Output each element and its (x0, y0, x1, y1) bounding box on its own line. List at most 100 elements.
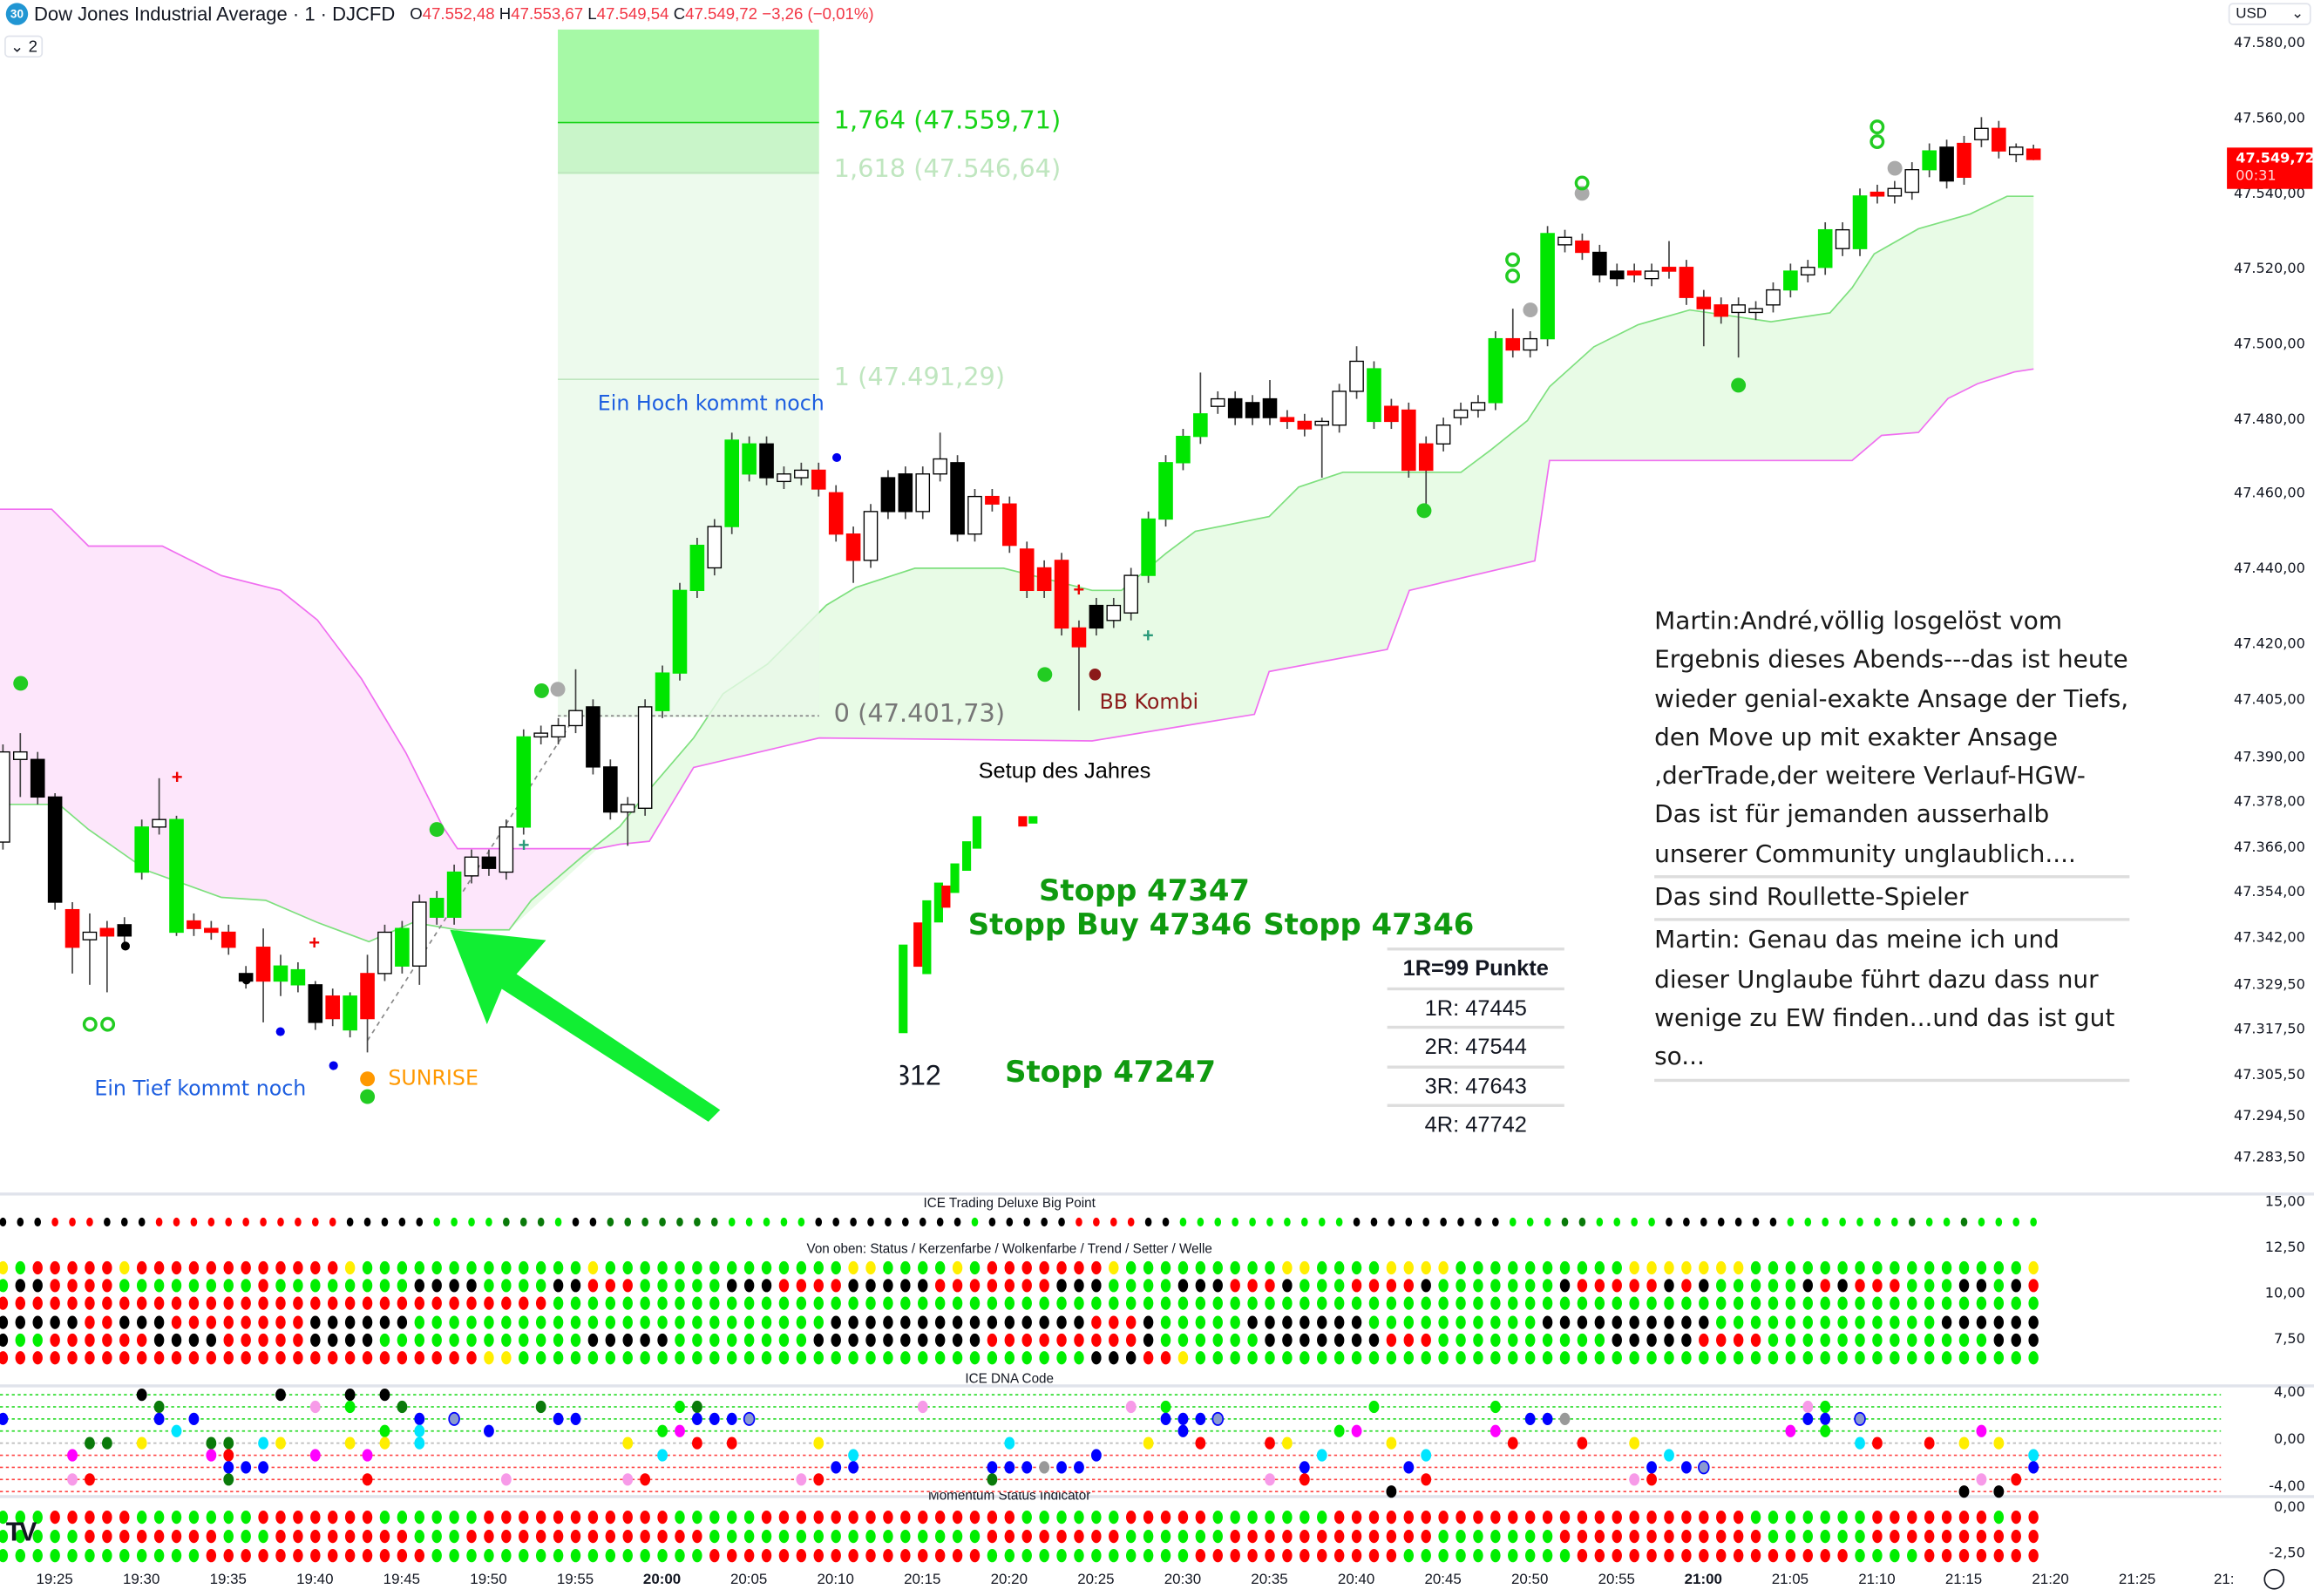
momentum-dot (449, 1530, 459, 1544)
status-dot (1837, 1260, 1848, 1275)
pane-separator[interactable] (0, 1495, 2314, 1498)
status-dot (501, 1260, 512, 1275)
momentum-dot (293, 1511, 303, 1525)
pane-separator[interactable] (0, 1384, 2314, 1388)
status-dot (605, 1260, 616, 1275)
momentum-dot (1456, 1549, 1466, 1563)
dna-dot (1976, 1473, 1987, 1486)
momentum-dot (1421, 1530, 1431, 1544)
status-dot (275, 1351, 286, 1365)
time-axis-label: 20:50 (1511, 1572, 1549, 1588)
status-dot (414, 1351, 425, 1365)
status-dot (918, 1296, 928, 1310)
momentum-dot (987, 1530, 998, 1544)
status-dot (1976, 1315, 1987, 1329)
time-axis-label: 19:30 (123, 1572, 160, 1588)
status-dot (1716, 1315, 1727, 1329)
status-dot (2011, 1351, 2021, 1365)
momentum-dot (1750, 1549, 1761, 1563)
status-dot (1612, 1351, 1622, 1365)
momentum-dot (1143, 1530, 1154, 1544)
bigpoint-dot (1422, 1217, 1430, 1227)
status-dot (1039, 1351, 1049, 1365)
status-dot (657, 1315, 668, 1329)
dna-dot (2028, 1449, 2039, 1462)
bigpoint-dot (1769, 1217, 1777, 1227)
time-axis-label: 20:35 (1251, 1572, 1288, 1588)
momentum-dot (241, 1511, 251, 1525)
momentum-dot (1941, 1530, 1952, 1544)
bigpoint-dot (17, 1217, 24, 1227)
momentum-dot (1802, 1530, 1814, 1544)
candle (516, 736, 532, 828)
annotation-hoch[interactable]: Ein Hoch kommt noch (597, 392, 824, 417)
status-dot (570, 1333, 581, 1348)
bigpoint-dot (1109, 1217, 1117, 1227)
status-dot (1837, 1279, 1848, 1293)
candle (1696, 296, 1712, 309)
annotation-tief[interactable]: Ein Tief kommt noch (94, 1077, 307, 1102)
annotation-sunrise[interactable]: SUNRISE (388, 1067, 478, 1091)
candle (1418, 443, 1434, 472)
bigpoint-dot (1943, 1217, 1951, 1227)
status-dot (328, 1260, 338, 1275)
symbol-legend[interactable]: 30 Dow Jones Industrial Average · 1 · DJ… (5, 3, 874, 25)
status-dot (431, 1260, 442, 1275)
status-dot (934, 1351, 946, 1365)
momentum-dot (570, 1549, 581, 1563)
status-dot (1958, 1279, 1970, 1293)
status-dot (918, 1351, 928, 1365)
candle (1887, 187, 1903, 197)
bigpoint-dot (1613, 1217, 1621, 1227)
status-dot (1317, 1279, 1327, 1293)
momentum-dot (15, 1549, 26, 1563)
time-axis-label: 20:40 (1337, 1572, 1375, 1588)
momentum-dot (622, 1530, 633, 1544)
status-dot (848, 1296, 858, 1310)
status-dot (1594, 1296, 1605, 1310)
status-dot (813, 1260, 824, 1275)
status-dot (640, 1296, 650, 1310)
status-dot (2011, 1260, 2021, 1275)
status-dot (1890, 1333, 1900, 1348)
momentum-dot (153, 1511, 165, 1525)
status-dot (1577, 1315, 1588, 1329)
momentum-dot (67, 1549, 78, 1563)
symbol-title[interactable]: Dow Jones Industrial Average · 1 · DJCFD (33, 3, 396, 25)
currency-selector[interactable]: USD ⌄ (2228, 3, 2311, 25)
status-dot (1993, 1333, 2005, 1348)
momentum-dot (1681, 1549, 1692, 1563)
main-price-chart[interactable]: +++++ (0, 0, 2221, 1190)
status-dot (743, 1296, 755, 1310)
momentum-dot (934, 1511, 946, 1525)
candle (395, 927, 410, 967)
status-dot (709, 1333, 720, 1348)
status-dot (1837, 1333, 1848, 1348)
dna-dot (1854, 1411, 1866, 1426)
annotation-bb-kombi[interactable]: BB Kombi (1099, 690, 1199, 715)
pane-separator[interactable] (0, 1192, 2314, 1196)
setup-candle (1018, 816, 1028, 827)
status-dot (85, 1351, 95, 1365)
dna-dot (1265, 1436, 1275, 1450)
status-dot (1333, 1260, 1345, 1275)
status-dot (1300, 1315, 1310, 1329)
status-dot (587, 1315, 599, 1329)
status-dot (1265, 1333, 1275, 1348)
status-dot (778, 1315, 790, 1329)
status-dot (310, 1296, 321, 1310)
status-dot (640, 1351, 650, 1365)
status-dot (1473, 1351, 1483, 1365)
candle (82, 931, 98, 941)
bigpoint-dot (1526, 1217, 1534, 1227)
settings-gear-icon[interactable] (2263, 1568, 2285, 1590)
status-dot (622, 1279, 633, 1293)
indicators-collapse-button[interactable]: ⌄ 2 (4, 35, 44, 58)
bigpoint-dot (468, 1217, 475, 1227)
status-dot (223, 1279, 234, 1293)
status-dot (449, 1333, 459, 1348)
status-dot (171, 1296, 182, 1310)
status-dot (1021, 1296, 1032, 1310)
status-dot (449, 1296, 459, 1310)
status-dot (85, 1279, 95, 1293)
